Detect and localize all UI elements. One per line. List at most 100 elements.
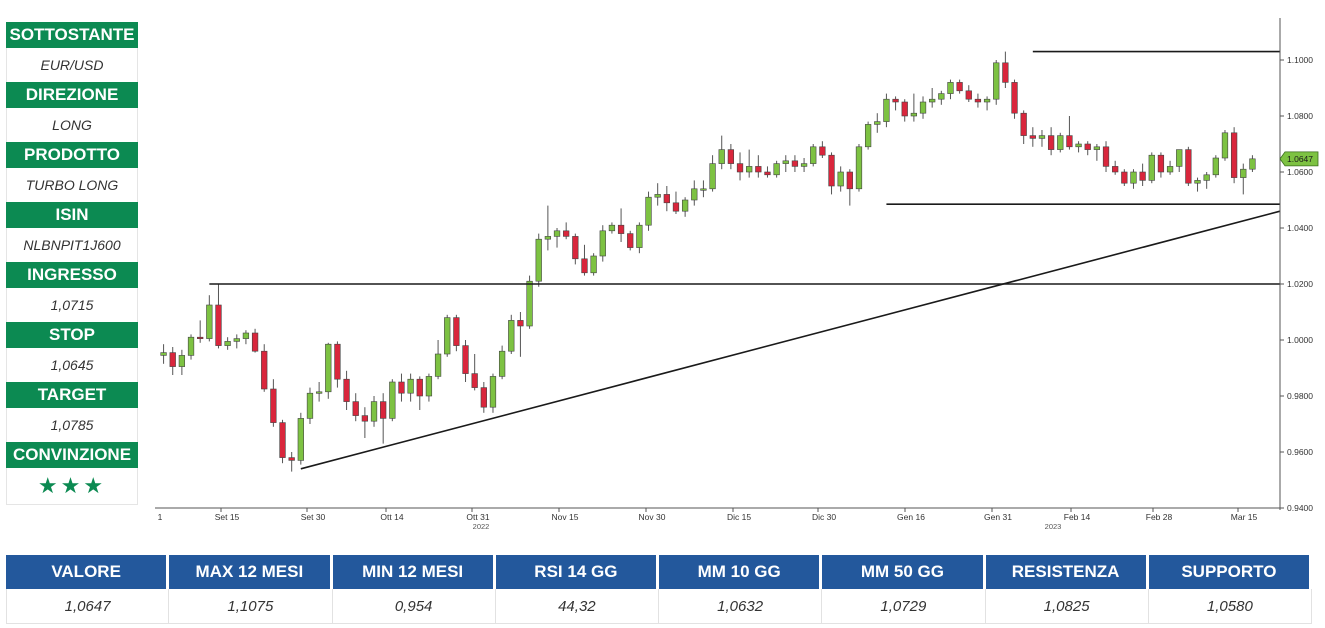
- candle: [1084, 141, 1091, 156]
- y-tick-label: 1.0400: [1287, 223, 1313, 233]
- candle: [1240, 163, 1247, 195]
- candle-body-down: [672, 202, 680, 212]
- candle-body-up: [206, 304, 213, 339]
- candle-body-up: [389, 381, 396, 419]
- candle-body-up: [691, 188, 698, 201]
- candle: [215, 284, 222, 349]
- candle: [462, 340, 469, 382]
- candle-body-up: [938, 93, 945, 100]
- candle-body-down: [361, 415, 369, 422]
- candle: [380, 393, 387, 444]
- x-tick-label: Feb 14: [1064, 512, 1091, 522]
- candle-body-up: [1194, 180, 1201, 184]
- candle-body-up: [1148, 154, 1155, 181]
- candle-body-down: [416, 378, 423, 397]
- candle: [983, 96, 991, 111]
- candle-body-down: [1066, 135, 1073, 148]
- x-tick-label: Gen 31: [984, 512, 1012, 522]
- x-axis: 1 Set 15 Set 30 Ott 14 Ott 31 Nov 15 Nov 30 Dic…: [155, 507, 1280, 531]
- candle-body-down: [1121, 171, 1128, 184]
- candle: [1029, 127, 1036, 147]
- candle: [544, 205, 552, 251]
- candle: [1230, 127, 1238, 184]
- candle-body-up: [178, 355, 186, 367]
- candle: [782, 155, 789, 172]
- candle-body-up: [681, 199, 689, 212]
- candle: [617, 208, 625, 242]
- candle-body-down: [517, 320, 524, 327]
- stats-header-row: VALORE MAX 12 MESI MIN 12 MESI RSI 14 GG…: [6, 555, 1312, 589]
- value-target: 1,0785: [6, 408, 138, 442]
- cell-max-12-mesi: 1,1075: [169, 589, 333, 624]
- candle-body-down: [398, 381, 405, 394]
- candle-body-up: [407, 378, 414, 394]
- candle-body-down: [480, 387, 487, 408]
- candle: [1112, 160, 1119, 175]
- cell-valore: 1,0647: [6, 589, 170, 624]
- candle-body-down: [663, 194, 670, 204]
- stats-value-row: 1,0647 1,1075 0,954 44,32 1,0632 1,0729 …: [6, 589, 1312, 624]
- info-sidebar: SOTTOSTANTE EUR/USD DIREZIONE LONG PRODO…: [6, 22, 138, 505]
- candle-body-down: [1047, 135, 1055, 150]
- candle: [370, 396, 378, 427]
- candle-body-up: [1166, 166, 1174, 173]
- candle-body-up: [746, 166, 753, 173]
- candle: [1166, 160, 1174, 175]
- candle-body-up: [654, 194, 661, 198]
- candle-body-up: [1240, 168, 1247, 178]
- value-sottostante: EUR/USD: [6, 48, 138, 82]
- candle: [590, 253, 597, 276]
- candle-body-down: [352, 401, 359, 416]
- candle-body-down: [1011, 82, 1018, 114]
- candle-body-down: [288, 457, 295, 461]
- header-resistenza: RESISTENZA: [985, 555, 1149, 589]
- candle-body-up: [1203, 174, 1210, 181]
- candle-body-up: [553, 230, 561, 237]
- candle-body-up: [297, 418, 304, 461]
- candle-body-down: [453, 317, 460, 346]
- candle-body-up: [645, 196, 652, 226]
- candle-body-up: [233, 338, 240, 342]
- x-tick-label: Gen 16: [897, 512, 925, 522]
- y-axis: 0.9400 0.9600 0.9800 1.0000 1.0200 1.0400 1.06…: [1279, 18, 1319, 513]
- label-target: TARGET: [6, 382, 138, 408]
- candle: [553, 228, 561, 248]
- candle-body-down: [563, 230, 570, 237]
- candle-body-up: [929, 98, 936, 103]
- candle-body-up: [1221, 132, 1229, 159]
- label-prodotto: PRODOTTO: [6, 142, 138, 168]
- candle: [627, 230, 634, 251]
- candle-body-down: [819, 146, 826, 156]
- candle-body-up: [947, 82, 954, 94]
- candle-body-up: [444, 317, 451, 355]
- last-price-tag: 1.0647: [1279, 151, 1319, 167]
- candle: [700, 180, 707, 198]
- value-isin: NLBNPIT1J600: [6, 228, 138, 262]
- candle: [929, 88, 936, 108]
- rating-stars: ★★★: [6, 468, 138, 505]
- candle: [1057, 132, 1064, 153]
- header-min-12-mesi: MIN 12 MESI: [332, 555, 496, 589]
- candle: [800, 158, 808, 172]
- label-isin: ISIN: [6, 202, 138, 228]
- candle-body-up: [535, 238, 542, 282]
- candle: [160, 344, 167, 364]
- stats-table: VALORE MAX 12 MESI MIN 12 MESI RSI 14 GG…: [6, 555, 1312, 624]
- candle-body-down: [1157, 154, 1165, 173]
- candle-body-up: [1176, 149, 1183, 167]
- candle: [1130, 169, 1137, 189]
- candles-group: [160, 51, 1256, 472]
- candle: [1212, 155, 1219, 178]
- candle-body-up: [700, 188, 707, 191]
- candle-body-down: [251, 332, 259, 352]
- x-tick-label: Nov 30: [639, 512, 666, 522]
- candle: [727, 144, 735, 170]
- cell-mm-50-gg: 1,0729: [822, 589, 986, 624]
- candle-body-up: [1249, 158, 1256, 170]
- y-tick-label: 0.9600: [1287, 447, 1313, 457]
- candle-body-up: [498, 350, 506, 377]
- candle: [746, 149, 753, 178]
- candle: [1066, 116, 1073, 150]
- candle-body-up: [636, 224, 643, 248]
- candle: [736, 152, 744, 181]
